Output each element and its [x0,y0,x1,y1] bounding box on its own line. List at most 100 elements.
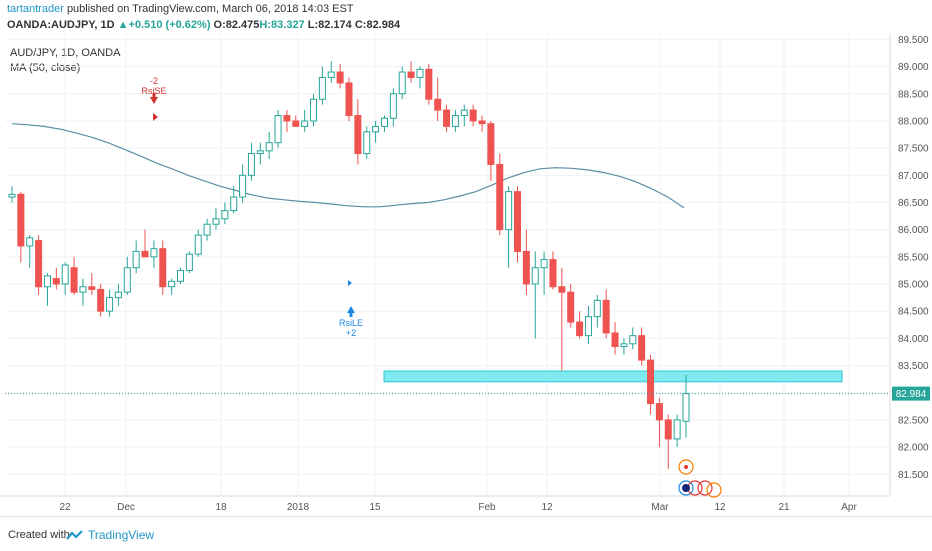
x-tick-label: 12 [714,502,726,513]
candle [283,110,291,132]
candle-body-up [212,218,220,225]
candle-body-up [194,234,202,255]
candle-body-down [70,267,78,293]
candle [372,120,380,143]
candle-body-down [664,419,672,440]
candle-body-down [425,68,433,100]
candle [230,186,238,214]
candle-body-up [380,117,388,127]
candle [682,374,690,438]
candle [380,115,388,132]
candle [70,256,78,295]
resistance-zone [383,370,843,383]
candle-body-down [407,71,415,78]
candle [132,240,140,274]
candle [398,66,406,100]
candle [567,284,575,328]
candle-body-down [567,291,575,323]
published-text: published on TradingView.com, March 06, … [66,3,354,15]
candle [168,278,176,295]
candle-body-down [549,259,557,288]
low-value: L:82.174 [307,19,352,31]
candle [97,284,105,317]
candle [79,278,87,306]
candle-body-up [416,68,424,78]
candle [389,88,397,127]
candle-body-up [239,174,247,198]
high-value: H:83.327 [259,19,305,31]
candle-body-up [301,120,309,127]
ma-50-line [11,123,685,209]
candle-body-down [283,115,291,122]
candle [638,327,646,366]
sell-arrow-stem [152,93,156,98]
candle [620,338,628,355]
buy-marker-icon [348,280,352,286]
tradingview-brand[interactable]: TradingView [88,528,155,542]
candle-body-down [655,403,663,421]
candle [194,229,202,257]
candle-body-up [114,291,122,299]
author-link[interactable]: tartantrader [7,3,64,15]
candle-body-up [540,259,548,269]
candle-body-down [292,120,300,127]
candle-body-down [88,286,96,290]
candle [629,327,637,350]
candle [647,354,655,415]
candle [247,142,255,181]
candle [336,63,344,89]
candle [531,251,539,339]
y-tick-label: 89.000 [898,62,929,73]
x-tick-label: 22 [59,502,71,513]
y-tick-label: 87.500 [898,144,929,155]
candle-body-down [159,248,167,288]
candle [17,191,25,263]
candle [203,218,211,241]
open-value: O:82.475 [213,19,260,31]
x-tick-label: Feb [478,502,496,513]
candle-body-up [43,275,51,288]
candle-body-up [673,419,681,440]
candle-body-up [584,316,592,337]
candle [318,66,326,105]
candle-body-down [336,71,344,84]
candle [61,262,69,295]
y-tick-label: 85.500 [898,252,929,263]
event-circle [697,480,713,496]
candle-body-up [620,343,628,348]
candle [26,235,34,268]
event-circle [678,480,694,496]
candle [655,398,663,448]
candle-body-up [265,142,273,152]
candle [505,186,513,268]
candlestick-chart[interactable]: 22 Dec 18 2018 15 Feb 12 Mar 12 21 Apr 81.500 82.00… [0,34,932,516]
candle-body-up [274,115,282,144]
candle [514,186,521,263]
candle-body-up [505,191,513,231]
legend-indicator[interactable]: MA (50, close) [10,62,81,74]
candle [469,104,477,127]
candle-body-down [443,109,451,127]
candle-body-down [35,240,43,288]
candle [425,63,433,105]
chart-header: tartantrader published on TradingView.co… [0,0,932,34]
candle-body-up [327,71,335,78]
moving-average-line [11,123,685,209]
candle [327,61,335,83]
candle-body-up [221,210,229,220]
candle-body-up [177,269,184,282]
candle-body-down [647,359,655,405]
y-tick-label: 81.500 [898,470,929,481]
candle [434,77,442,121]
candle-body-down [576,321,584,337]
candle [576,311,584,339]
y-tick-label: 84.000 [898,334,929,345]
x-tick-label: 18 [215,502,227,513]
y-tick-label: 88.500 [898,89,929,100]
candle [52,267,60,290]
candle-body-up [185,253,193,271]
candle-body-down [17,193,25,247]
candle-body-down [141,250,149,258]
x-tick-label: Mar [651,502,669,513]
x-tick-label: 15 [369,502,381,513]
